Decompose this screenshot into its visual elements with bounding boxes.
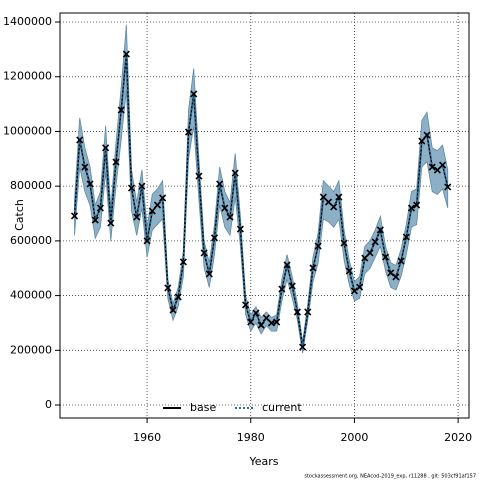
observation [159,194,167,202]
y-tick-label: 1000000 [3,124,52,137]
observation [122,50,130,58]
observation [413,201,421,209]
line [73,53,449,348]
observation [371,238,379,246]
confidence-band [74,24,449,354]
observation [288,282,296,290]
observation [133,213,141,221]
observation [397,257,405,265]
footer: stockassessment.org, NEAcod-2019_exp, r1… [304,474,476,480]
observation [153,201,162,209]
observation [91,216,99,224]
legend-label: base [190,401,216,414]
observation [96,204,104,212]
observation [278,285,286,293]
observation [252,309,260,317]
observation [179,258,187,266]
observation [117,106,125,114]
observation [376,226,384,234]
observation [340,239,348,247]
observation [216,180,224,188]
observation [283,261,291,269]
observation [221,204,229,212]
observation [392,273,400,281]
observation [164,284,172,292]
observation [293,308,301,316]
y-tick-label: 0 [45,398,52,411]
observation [299,343,307,351]
observation [210,234,219,242]
legend-label: current [262,401,302,414]
observation [262,314,270,322]
x-tick-label: 2020 [444,431,472,444]
observation [247,318,255,326]
y-tick-label: 1400000 [3,15,52,28]
x-axis-label: Years [248,455,278,468]
observation [335,193,343,201]
observation [205,270,213,278]
x-tick-label: 1960 [133,431,161,444]
observation [107,219,115,227]
observation [242,301,250,309]
observation [267,319,276,327]
observation [324,198,333,206]
observation [356,283,364,291]
line [73,53,449,348]
y-axis-label: Catch [13,199,26,231]
plot-frame [59,12,470,419]
y-tick-label: 1200000 [3,70,52,83]
observation [226,213,234,221]
observation [319,193,327,201]
observation [433,166,441,174]
observation [174,293,182,301]
observation [428,163,436,171]
observation [314,242,322,250]
observation [102,144,110,152]
observation [236,225,244,233]
observation [138,182,146,190]
observation [361,254,369,262]
observation [127,184,136,192]
observation [143,237,151,245]
observation [330,203,338,211]
observation [169,306,177,314]
observation [70,212,79,220]
observation [148,207,156,215]
observation [231,169,239,177]
observation [444,183,452,191]
observation [273,318,281,326]
observation [402,233,410,241]
y-tick-label: 800000 [10,179,52,192]
observation [418,137,426,145]
x-tick-label: 1980 [237,431,265,444]
observation [381,253,390,261]
observation [309,264,317,272]
y-tick-label: 200000 [10,343,52,356]
observation [366,249,374,257]
observation [76,136,84,144]
observation [257,321,265,329]
observation [423,131,431,139]
y-tick-label: 600000 [10,234,52,247]
observation [112,158,120,166]
observation [350,287,359,295]
x-tick-label: 2000 [340,431,368,444]
observation [195,172,203,180]
y-tick-label: 400000 [10,289,52,302]
observation [184,128,193,136]
observation [190,90,198,98]
observation [407,204,416,212]
observation [200,249,208,257]
observation [438,161,447,169]
observation [345,267,353,275]
observation [81,163,89,171]
observation [304,308,312,316]
observation [86,180,94,188]
